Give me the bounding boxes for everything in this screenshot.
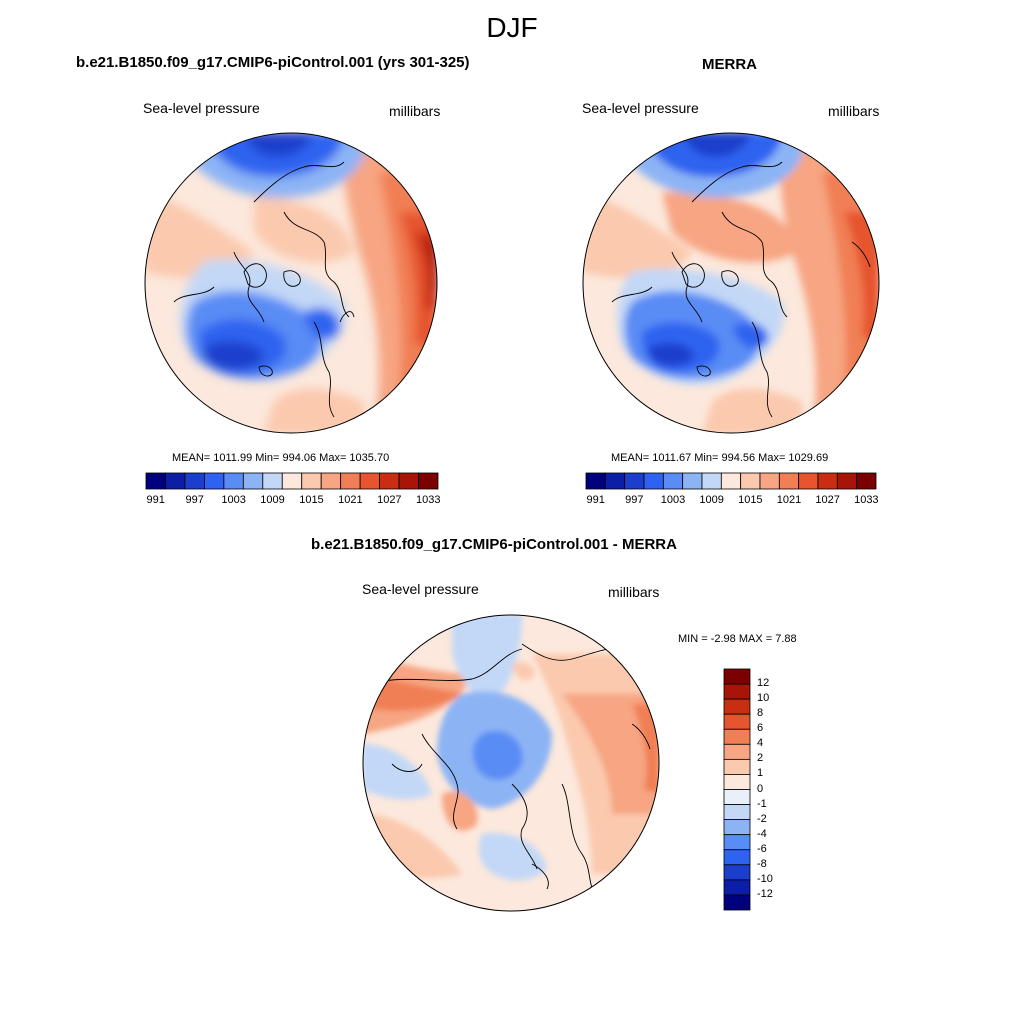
colorbar-swatch [817, 472, 838, 490]
colorbar-swatch [418, 472, 439, 490]
colorbar-swatch [223, 472, 244, 490]
colorbar-tick-label: 1003 [221, 494, 246, 506]
panel1-colorbar [145, 472, 439, 490]
colorbar-tick-label: 1021 [776, 494, 802, 506]
colorbar-swatch [145, 472, 166, 490]
colorbar-swatch [723, 879, 751, 896]
colorbar-tick-label: 1015 [299, 494, 324, 506]
colorbar-swatch [165, 472, 186, 490]
colorbar-tick-label: -4 [757, 827, 767, 840]
panel1-map [144, 132, 438, 434]
panel2-variable-label: Sea-level pressure [582, 100, 699, 116]
colorbar-swatch [720, 472, 742, 490]
colorbar-swatch [604, 472, 626, 490]
colorbar-tick-label: 991 [586, 494, 605, 506]
panel3-units-label: millibars [608, 584, 660, 600]
colorbar-swatch [759, 472, 780, 490]
colorbar-tick-label: 997 [185, 494, 204, 506]
colorbar-swatch [379, 472, 400, 490]
colorbar-tick-label: 2 [757, 752, 764, 765]
panel1-title: b.e21.B1850.f09_g17.CMIP6-piControl.001 … [76, 54, 470, 71]
colorbar-swatch [585, 472, 606, 490]
colorbar-swatch [320, 472, 342, 490]
panel1-stats: MEAN= 1011.99 Min= 994.06 Max= 1035.70 [172, 452, 390, 464]
colorbar-swatch [398, 472, 419, 490]
colorbar-swatch [301, 472, 322, 490]
colorbar-tick-label: 1027 [377, 494, 402, 506]
panel2-units-label: millibars [828, 103, 880, 119]
colorbar-tick-label: 6 [757, 722, 764, 735]
colorbar-tick-label: 1009 [699, 494, 724, 506]
panel2-stats: MEAN= 1011.67 Min= 994.56 Max= 1029.69 [611, 452, 829, 464]
colorbar-swatch [778, 472, 800, 490]
panel3-stats: MIN = -2.98 MAX = 7.88 [678, 633, 797, 645]
colorbar-swatch [701, 472, 722, 490]
colorbar-swatch [723, 849, 751, 866]
colorbar-tick-label: 1033 [854, 494, 879, 506]
panel2-colorbar-ticks: 991 997 1003 1009 1015 1021 1027 1033 [586, 494, 878, 508]
colorbar-swatch [723, 698, 751, 715]
colorbar-tick-label: 8 [757, 707, 764, 720]
colorbar-tick-label: 10 [757, 692, 770, 705]
colorbar-swatch [682, 472, 703, 490]
colorbar-swatch [723, 743, 751, 760]
colorbar-swatch [723, 668, 751, 685]
colorbar-tick-label: -8 [757, 857, 767, 870]
panel2-title: MERRA [702, 56, 757, 73]
colorbar-tick-label: 991 [146, 494, 165, 506]
colorbar-swatch [836, 472, 858, 490]
colorbar-swatch [204, 472, 225, 490]
panel1-colorbar-ticks: 991 997 1003 1009 1015 1021 1027 1033 [146, 494, 441, 508]
colorbar-swatch [723, 834, 751, 851]
colorbar-tick-label: 1009 [260, 494, 285, 506]
colorbar-swatch [723, 728, 751, 745]
colorbar-tick-label: 997 [625, 494, 644, 506]
colorbar-swatch [723, 683, 751, 700]
colorbar-swatch [340, 472, 361, 490]
panel2-colorbar [585, 472, 877, 490]
figure-title: DJF [486, 12, 538, 43]
colorbar-tick-label: -1 [757, 797, 767, 810]
colorbar-swatch [184, 472, 205, 490]
colorbar-tick-label: 1033 [416, 494, 441, 506]
colorbar-swatch [262, 472, 283, 490]
colorbar-swatch [856, 472, 877, 490]
panel3-colorbar [723, 668, 751, 911]
panel1-units-label: millibars [389, 103, 441, 119]
colorbar-swatch [723, 894, 751, 911]
colorbar-swatch [723, 804, 751, 821]
colorbar-tick-label: -2 [757, 812, 767, 825]
panel3-map [362, 614, 660, 912]
colorbar-tick-label: -6 [757, 842, 767, 855]
colorbar-swatch [359, 472, 380, 490]
colorbar-swatch [723, 713, 751, 730]
colorbar-swatch [798, 472, 819, 490]
colorbar-swatch [723, 758, 751, 775]
colorbar-tick-label: 0 [757, 782, 764, 795]
colorbar-swatch [723, 774, 751, 790]
colorbar-tick-label: 1 [757, 767, 764, 780]
panel2-map [582, 132, 880, 434]
colorbar-tick-label: -12 [757, 887, 773, 900]
colorbar-swatch [740, 472, 761, 490]
colorbar-tick-label: 1003 [660, 494, 686, 506]
panel3-colorbar-ticks: 12 10 8 6 4 2 1 0 -1 -2 -4 -6 -8 -10 -12 [757, 669, 797, 910]
colorbar-tick-label: -10 [757, 872, 773, 885]
colorbar-swatch [723, 819, 751, 836]
colorbar-tick-label: 1021 [338, 494, 363, 506]
panel3-variable-label: Sea-level pressure [362, 581, 479, 597]
colorbar-swatch [624, 472, 645, 490]
colorbar-tick-label: 4 [757, 737, 764, 750]
panel3-title: b.e21.B1850.f09_g17.CMIP6-piControl.001 … [311, 536, 677, 553]
panel1-variable-label: Sea-level pressure [143, 100, 260, 116]
colorbar-swatch [281, 472, 303, 490]
colorbar-swatch [242, 472, 264, 490]
colorbar-tick-label: 1015 [738, 494, 763, 506]
colorbar-swatch [662, 472, 684, 490]
colorbar-swatch [723, 864, 751, 881]
colorbar-tick-label: 1027 [815, 494, 840, 506]
colorbar-swatch [643, 472, 664, 490]
colorbar-swatch [723, 789, 751, 805]
colorbar-tick-label: 12 [757, 677, 770, 690]
